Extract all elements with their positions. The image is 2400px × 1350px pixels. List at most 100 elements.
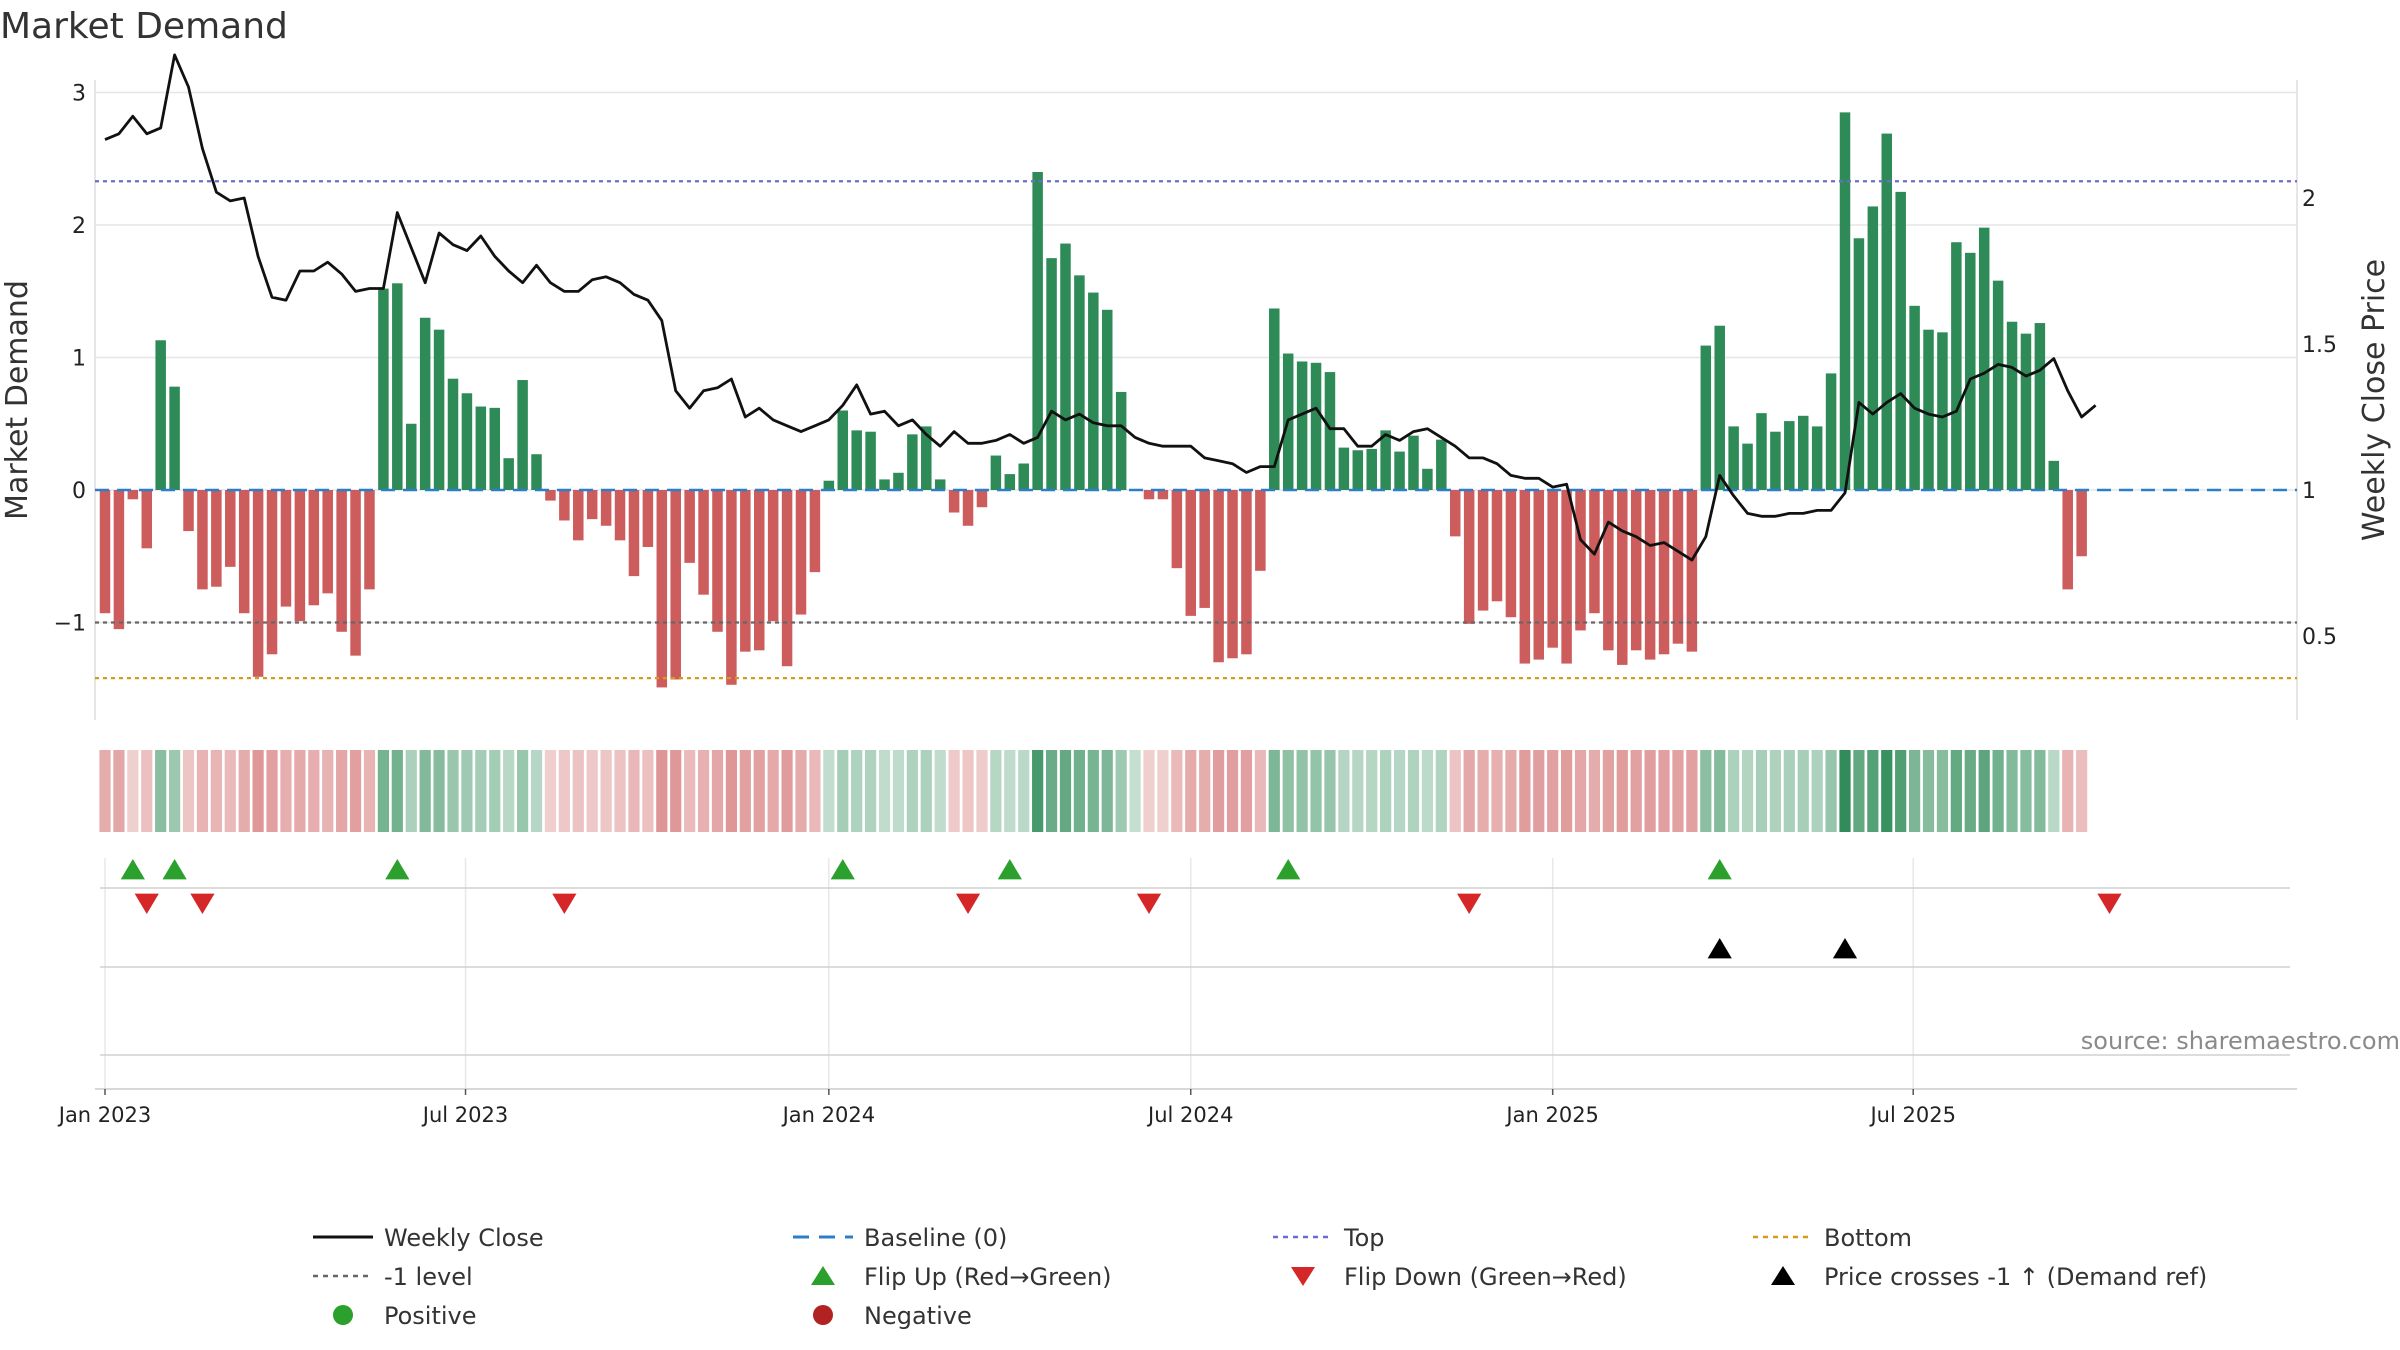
heat-strip-cell: [1700, 750, 1712, 832]
demand-bar-positive: [837, 410, 849, 490]
heat-strip-cell: [1004, 750, 1016, 832]
demand-bar-positive: [2034, 323, 2046, 490]
heat-strip-cell: [1226, 750, 1239, 832]
heat-strip-cell: [1936, 750, 1949, 832]
x-axis-ticks: Jan 2023 Jul 2023 Jan 2024 Jul 2024 Jan 2025…: [57, 1089, 1956, 1127]
legend: Weekly Close Baseline (0) Top Bottom -1 leve…: [313, 1224, 2207, 1330]
x-tick-label: Jan 2024: [781, 1103, 876, 1127]
flip-up-marker: [120, 859, 145, 880]
demand-bar-negative: [1575, 490, 1586, 631]
demand-bar-negative: [1185, 490, 1197, 616]
demand-bar-positive: [2020, 333, 2032, 490]
heat-strip-cell: [767, 750, 779, 832]
heat-strip-cell: [572, 750, 584, 832]
demand-bar-positive: [1700, 345, 1712, 490]
demand-bar-negative: [1547, 490, 1558, 648]
heat-strip-cell: [1658, 750, 1670, 832]
heat-strip-cell: [1171, 750, 1183, 832]
demand-bar-positive: [1088, 292, 1099, 490]
heat-strip-cell: [363, 750, 376, 832]
heat-strip-cell: [670, 750, 682, 832]
secondary-y-axis-label: Weekly Close Price: [2357, 259, 2392, 541]
demand-bar-positive: [1436, 439, 1447, 490]
heat-strip-cell: [1616, 750, 1628, 832]
demand-bar-negative: [628, 490, 640, 577]
heat-strip-cell: [475, 750, 487, 832]
demand-bar-negative: [753, 490, 765, 651]
secondary-y-tick-label: 1: [2302, 479, 2316, 504]
heat-strip-cell: [1310, 750, 1322, 832]
heat-strip-cell: [1435, 750, 1447, 832]
demand-bar-positive: [1978, 227, 1990, 490]
demand-bar-positive: [893, 472, 904, 490]
heat-strip-cell: [308, 750, 320, 832]
heat-strip-cell: [377, 750, 389, 832]
heat-strip-cell: [697, 750, 710, 832]
heat-strip-cell: [1101, 750, 1113, 832]
heat-strip-cell: [1644, 750, 1656, 832]
heat-strip-cell: [1491, 750, 1503, 832]
heat-strip-cell: [322, 750, 334, 832]
heat-strip-cell: [1547, 750, 1559, 832]
heat-strip-cell: [948, 750, 960, 832]
legend-item: Price crosses -1 ↑ (Demand ref): [1771, 1263, 2207, 1291]
heat-strip-cell: [600, 750, 612, 832]
demand-bar-positive: [447, 378, 459, 490]
demand-bar-positive: [879, 479, 890, 490]
demand-bar-positive: [934, 479, 946, 490]
heat-strip-cell: [1059, 750, 1072, 832]
grid: [94, 80, 2298, 1090]
demand-bar-negative: [127, 490, 139, 500]
demand-bar-positive: [1909, 305, 1920, 490]
demand-bar-negative: [656, 490, 668, 688]
demand-bar-negative: [294, 490, 306, 622]
x-tick-label: Jan 2025: [1504, 1103, 1599, 1127]
legend-item: Negative: [813, 1302, 972, 1330]
demand-bar-negative: [113, 490, 125, 630]
heat-strip-cell: [1129, 750, 1141, 832]
heat-strip-cell: [628, 750, 640, 832]
heat-strip-cell: [544, 750, 557, 832]
demand-bar-negative: [586, 490, 598, 520]
demand-bar-negative: [211, 490, 222, 587]
demand-bar-positive: [419, 317, 431, 490]
demand-bar-positive: [1394, 451, 1405, 490]
heat-strip-cell: [1922, 750, 1935, 832]
heat-strip-cell: [1672, 750, 1684, 832]
heat-strip-cell: [1755, 750, 1768, 832]
demand-bar-positive: [1992, 280, 2004, 490]
heat-strip-cell: [1338, 750, 1350, 832]
legend-item: Flip Up (Red→Green): [811, 1263, 1112, 1291]
heat-strip-cell: [1324, 750, 1336, 832]
demand-bar-negative: [1157, 490, 1169, 500]
demand-heat-strip: [99, 750, 2088, 832]
heat-strip-cell: [976, 750, 988, 832]
demand-bar-positive: [1728, 426, 1739, 490]
heat-strip-cell: [224, 750, 236, 832]
heat-strip-cell: [1407, 750, 1420, 832]
heat-strip-cell: [1380, 750, 1392, 832]
heat-strip-cell: [1505, 750, 1517, 832]
flip-up-marker: [830, 859, 855, 880]
heat-strip-cell: [1143, 750, 1155, 832]
demand-bar-positive: [1756, 413, 1767, 490]
flip-down-marker: [1136, 893, 1162, 914]
demand-bar-positive: [1895, 191, 1906, 490]
heat-strip-cell: [141, 750, 153, 832]
heat-strip-cell: [586, 750, 598, 832]
demand-bar-positive: [1951, 242, 1962, 490]
heat-strip-cell: [1254, 750, 1266, 832]
demand-bar-positive: [1101, 309, 1113, 490]
legend-label: Bottom: [1824, 1224, 1912, 1252]
demand-bar-positive: [1366, 448, 1377, 490]
heat-strip-cell: [1268, 750, 1280, 832]
demand-bar-positive: [1115, 391, 1127, 490]
heat-strip-cell: [1519, 750, 1531, 832]
heat-strip-cell: [1449, 750, 1461, 832]
demand-bar-negative: [1449, 490, 1461, 537]
demand-bar-positive: [461, 393, 473, 490]
legend-label: Price crosses -1 ↑ (Demand ref): [1824, 1263, 2207, 1291]
x-tick-label: Jan 2023: [57, 1103, 152, 1127]
demand-bar-negative: [1672, 490, 1684, 644]
demand-bar-positive: [865, 431, 876, 490]
